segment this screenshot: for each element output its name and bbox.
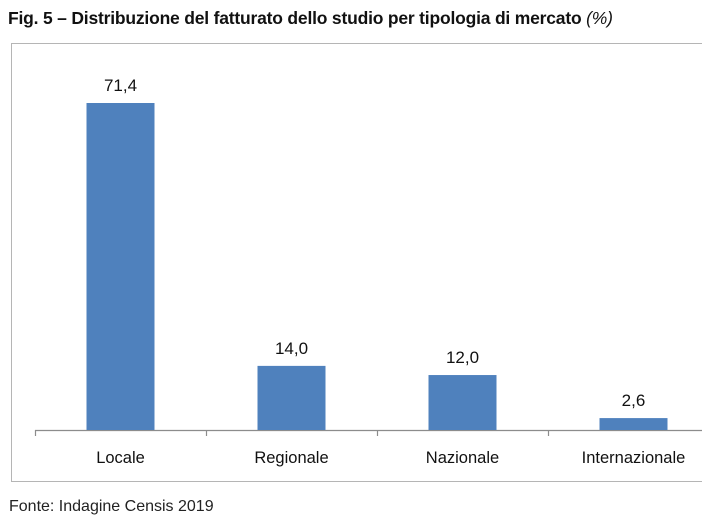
bar-chart: 71,4 Locale 14,0 Regionale 12,0 Nazionale 2,6 I… [11, 43, 702, 482]
x-tick-label: Regionale [254, 449, 328, 467]
data-label: 2,6 [622, 391, 646, 410]
bar-nazionale [428, 375, 497, 430]
data-label: 12,0 [446, 348, 479, 367]
chart-title: Fig. 5 – Distribuzione del fatturato del… [8, 8, 613, 29]
bar-locale [86, 103, 155, 430]
x-tick-label: Internazionale [582, 449, 686, 467]
data-label: 71,4 [104, 76, 137, 95]
chart-source: Fonte: Indagine Censis 2019 [9, 498, 214, 515]
bar-regionale [257, 365, 326, 430]
data-label: 14,0 [275, 339, 308, 358]
bar-internazionale [599, 418, 668, 430]
x-tick-label: Locale [96, 449, 145, 467]
x-tick-label: Nazionale [426, 449, 499, 467]
chart-title-text: Fig. 5 – Distribuzione del fatturato del… [8, 8, 582, 28]
chart-title-unit: (%) [586, 8, 613, 28]
